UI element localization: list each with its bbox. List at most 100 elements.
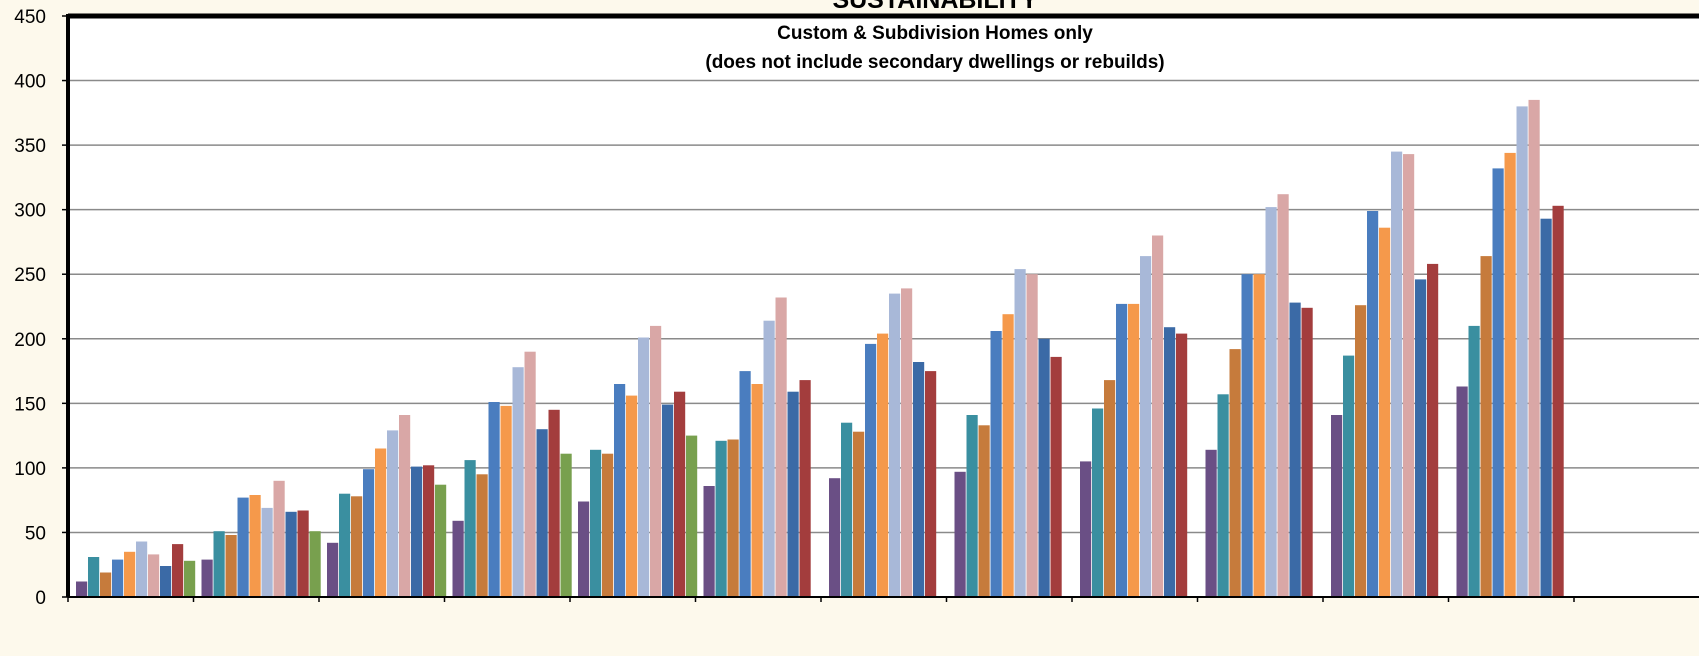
bar [363, 469, 375, 597]
bar [1241, 274, 1253, 597]
bar [727, 439, 739, 597]
bar [1301, 307, 1313, 597]
chart-subtitle-note: (does not include secondary dwellings or… [705, 52, 1164, 73]
y-tick-label: 200 [14, 330, 46, 351]
bar [399, 415, 411, 597]
bar [751, 384, 763, 597]
bar [273, 480, 285, 597]
bar [1080, 461, 1092, 597]
bar [1140, 256, 1152, 597]
bar [536, 429, 548, 597]
bar [978, 425, 990, 597]
bar [901, 288, 913, 597]
bar [829, 478, 841, 597]
bar [375, 448, 387, 597]
bar [1289, 302, 1301, 597]
y-tick-label: 100 [14, 459, 46, 480]
bar [990, 331, 1002, 597]
bar [626, 395, 638, 597]
bar [1427, 263, 1439, 597]
bar [1415, 279, 1427, 597]
bar [1176, 333, 1188, 597]
bar [614, 384, 626, 597]
bar [602, 453, 614, 597]
y-tick-label: 400 [14, 72, 46, 93]
bar [763, 320, 775, 597]
bar [100, 572, 112, 597]
bar [1343, 355, 1355, 597]
bar [1552, 205, 1564, 598]
bar [136, 541, 148, 597]
y-tick-label: 150 [14, 394, 46, 415]
bar [201, 559, 213, 597]
y-tick-label: 0 [35, 588, 46, 609]
y-tick-label: 450 [14, 7, 46, 28]
bar [1492, 168, 1504, 597]
bar [411, 466, 423, 597]
bar [1116, 303, 1128, 597]
y-tick-label: 300 [14, 201, 46, 222]
bar [1468, 325, 1480, 597]
bar [261, 507, 273, 597]
bar [548, 409, 560, 597]
bar [1104, 380, 1116, 597]
bar [387, 430, 399, 597]
bar [476, 474, 488, 597]
bar [1164, 327, 1176, 597]
bar [560, 453, 572, 597]
bar [650, 325, 662, 597]
bar [1128, 303, 1140, 597]
bar [1456, 386, 1468, 597]
bar [297, 510, 309, 597]
bar [148, 554, 160, 597]
bar [775, 297, 787, 597]
bar [112, 559, 124, 597]
bar [1026, 274, 1038, 597]
bar [1540, 218, 1552, 597]
chart-title: SUSTAINABILITY [832, 0, 1037, 14]
bar [1391, 151, 1403, 597]
bar [799, 380, 811, 597]
bar [715, 440, 727, 597]
bar [124, 551, 136, 597]
bar [1480, 256, 1492, 597]
y-tick-label: 350 [14, 136, 46, 157]
bar [237, 497, 249, 597]
bar [787, 391, 799, 597]
bar [1038, 338, 1050, 597]
bar [686, 435, 698, 597]
bar [1403, 154, 1415, 597]
bar [913, 362, 925, 597]
bar [966, 415, 978, 597]
bar [1277, 194, 1289, 597]
bar [865, 343, 877, 597]
bar [1050, 356, 1062, 597]
bar [184, 560, 196, 597]
bar [1379, 227, 1391, 597]
bar [578, 501, 590, 597]
bar [452, 520, 464, 597]
bar [285, 511, 297, 597]
bar [1229, 349, 1241, 597]
bar [435, 484, 447, 597]
bar [1253, 274, 1265, 597]
bar [500, 405, 512, 597]
bar [1217, 394, 1229, 597]
bar [703, 486, 715, 597]
bar [1205, 449, 1217, 597]
bar [423, 465, 435, 597]
bar [889, 293, 901, 597]
bar [877, 333, 889, 597]
bar [339, 493, 351, 597]
bar [1002, 314, 1014, 597]
bar [1152, 235, 1164, 597]
bar [351, 496, 363, 597]
bar [841, 422, 853, 597]
bar [1092, 408, 1104, 597]
bar [1014, 269, 1026, 597]
bar [213, 531, 225, 597]
bar [327, 542, 339, 597]
bar [674, 391, 686, 597]
